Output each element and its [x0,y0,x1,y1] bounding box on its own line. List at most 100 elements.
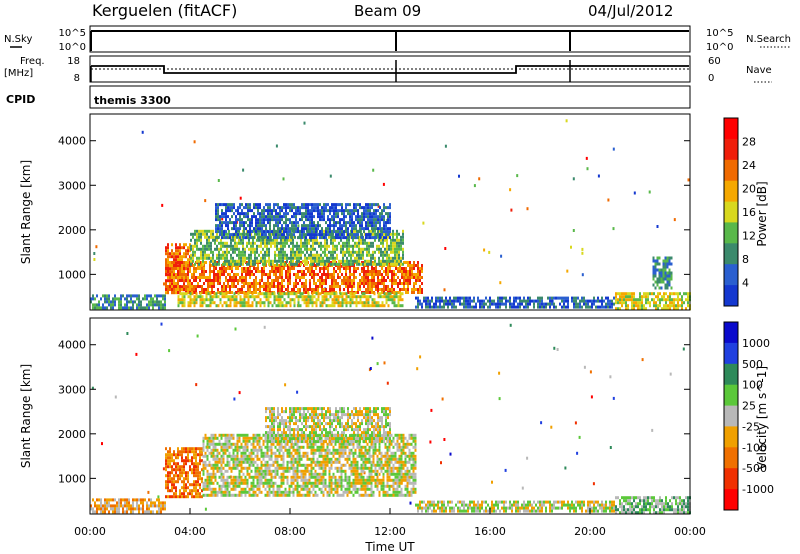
range-cell [126,510,128,514]
range-cell [623,301,625,305]
range-cell [187,246,189,250]
range-cell [407,279,409,282]
range-cell [251,304,254,308]
range-cell [138,504,140,508]
range-cell [191,489,193,493]
range-cell [333,288,335,291]
range-cell [179,252,181,256]
range-cell [227,279,229,282]
range-cell [375,203,377,207]
range-cell [179,267,181,270]
range-cell [311,218,313,222]
range-cell [185,462,187,466]
range-cell [196,259,198,263]
noise-cell [233,397,236,401]
range-cell [381,215,383,219]
range-cell [106,498,108,502]
range-cell [285,218,287,222]
range-cell [658,256,661,260]
range-cell [210,481,213,485]
range-cell [191,495,193,499]
range-cell [331,206,333,210]
range-cell [269,273,271,276]
range-cell [164,306,166,310]
range-cell [687,292,689,296]
range-cell [317,279,319,282]
range-cell [374,238,376,242]
cpid-frame [89,85,691,109]
range-cell [279,301,282,305]
range-cell [525,305,527,309]
range-cell [369,288,371,291]
range-cell [173,264,175,267]
range-cell [208,253,210,257]
range-cell [261,230,263,234]
range-cell [296,253,298,257]
range-cell [391,279,393,282]
range-cell [399,282,401,285]
range-cell [254,247,256,251]
range-cell [455,299,457,303]
range-cell [299,218,301,222]
range-cell [181,304,184,308]
range-cell [583,302,585,306]
range-cell [114,294,116,298]
range-cell [218,442,221,446]
range-cell [621,298,623,302]
range-cell [373,209,375,213]
range-cell [392,244,394,248]
range-cell [296,256,298,260]
range-cell [279,218,281,222]
range-cell [167,252,169,256]
range-cell [417,267,419,270]
range-cell [541,302,543,306]
range-cell [647,298,649,302]
range-cell [130,306,132,310]
range-cell [240,442,243,446]
range-cell [669,304,671,308]
range-cell [380,259,382,263]
range-cell [269,221,271,225]
noise-cell [556,348,559,351]
range-cell [386,262,388,266]
noise-cell [242,168,245,172]
range-cell [325,209,327,213]
range-cell [342,259,344,263]
range-cell [185,489,187,493]
range-cell [243,227,245,231]
range-cell [221,267,223,270]
range-cell [220,454,223,458]
range-cell [301,270,303,273]
range-cell [289,279,291,282]
range-cell [292,259,294,263]
range-cell [677,295,679,299]
range-cell [603,305,605,309]
range-cell [240,241,242,245]
range-cell [223,282,225,285]
range-cell [241,267,243,270]
range-cell [191,450,193,454]
range-cell [394,241,396,245]
noise-cell [590,395,593,399]
range-cell [652,271,655,275]
range-cell [265,285,267,288]
range-cell [403,261,405,264]
range-cell [231,203,233,207]
range-cell [233,304,236,308]
range-cell [345,224,347,228]
range-cell [263,236,265,240]
range-cell [165,270,167,273]
range-cell [215,224,217,228]
range-cell [218,433,221,437]
range-cell [294,256,296,260]
range-cell [397,301,400,305]
range-cell [675,304,677,308]
range-cell [293,288,295,291]
range-cell [217,209,219,213]
range-cell [319,218,321,222]
range-cell [238,247,240,251]
range-cell [373,301,376,305]
range-cell [607,299,609,303]
range-cell [395,282,397,285]
